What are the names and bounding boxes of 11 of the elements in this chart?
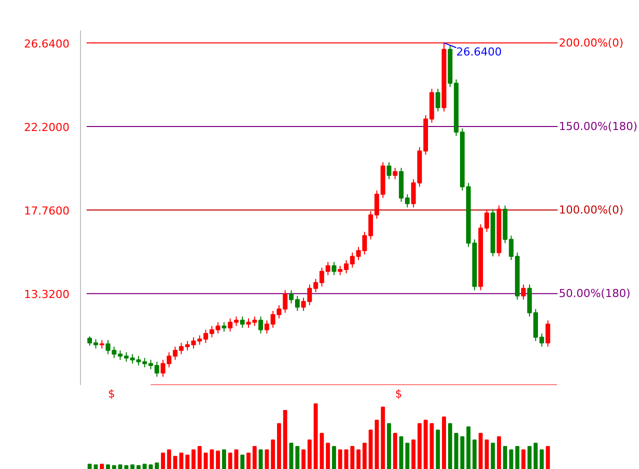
text: 100.00%(0) <box>558 204 624 217</box>
y-tick-label: 17.7600 <box>24 204 70 218</box>
text: 200.00%(0) <box>558 36 624 50</box>
text: 50.00%(180) <box>558 287 630 300</box>
text: $ <box>395 388 402 400</box>
annotation: 26.6400 <box>456 46 502 59</box>
text: $ <box>108 388 115 400</box>
text: 150.00%(180) <box>558 120 638 133</box>
y-tick-label: 13.3200 <box>24 288 70 302</box>
y-tick-label: 26.6400 <box>24 37 70 50</box>
y-tick-label: 22.2000 <box>24 120 70 134</box>
